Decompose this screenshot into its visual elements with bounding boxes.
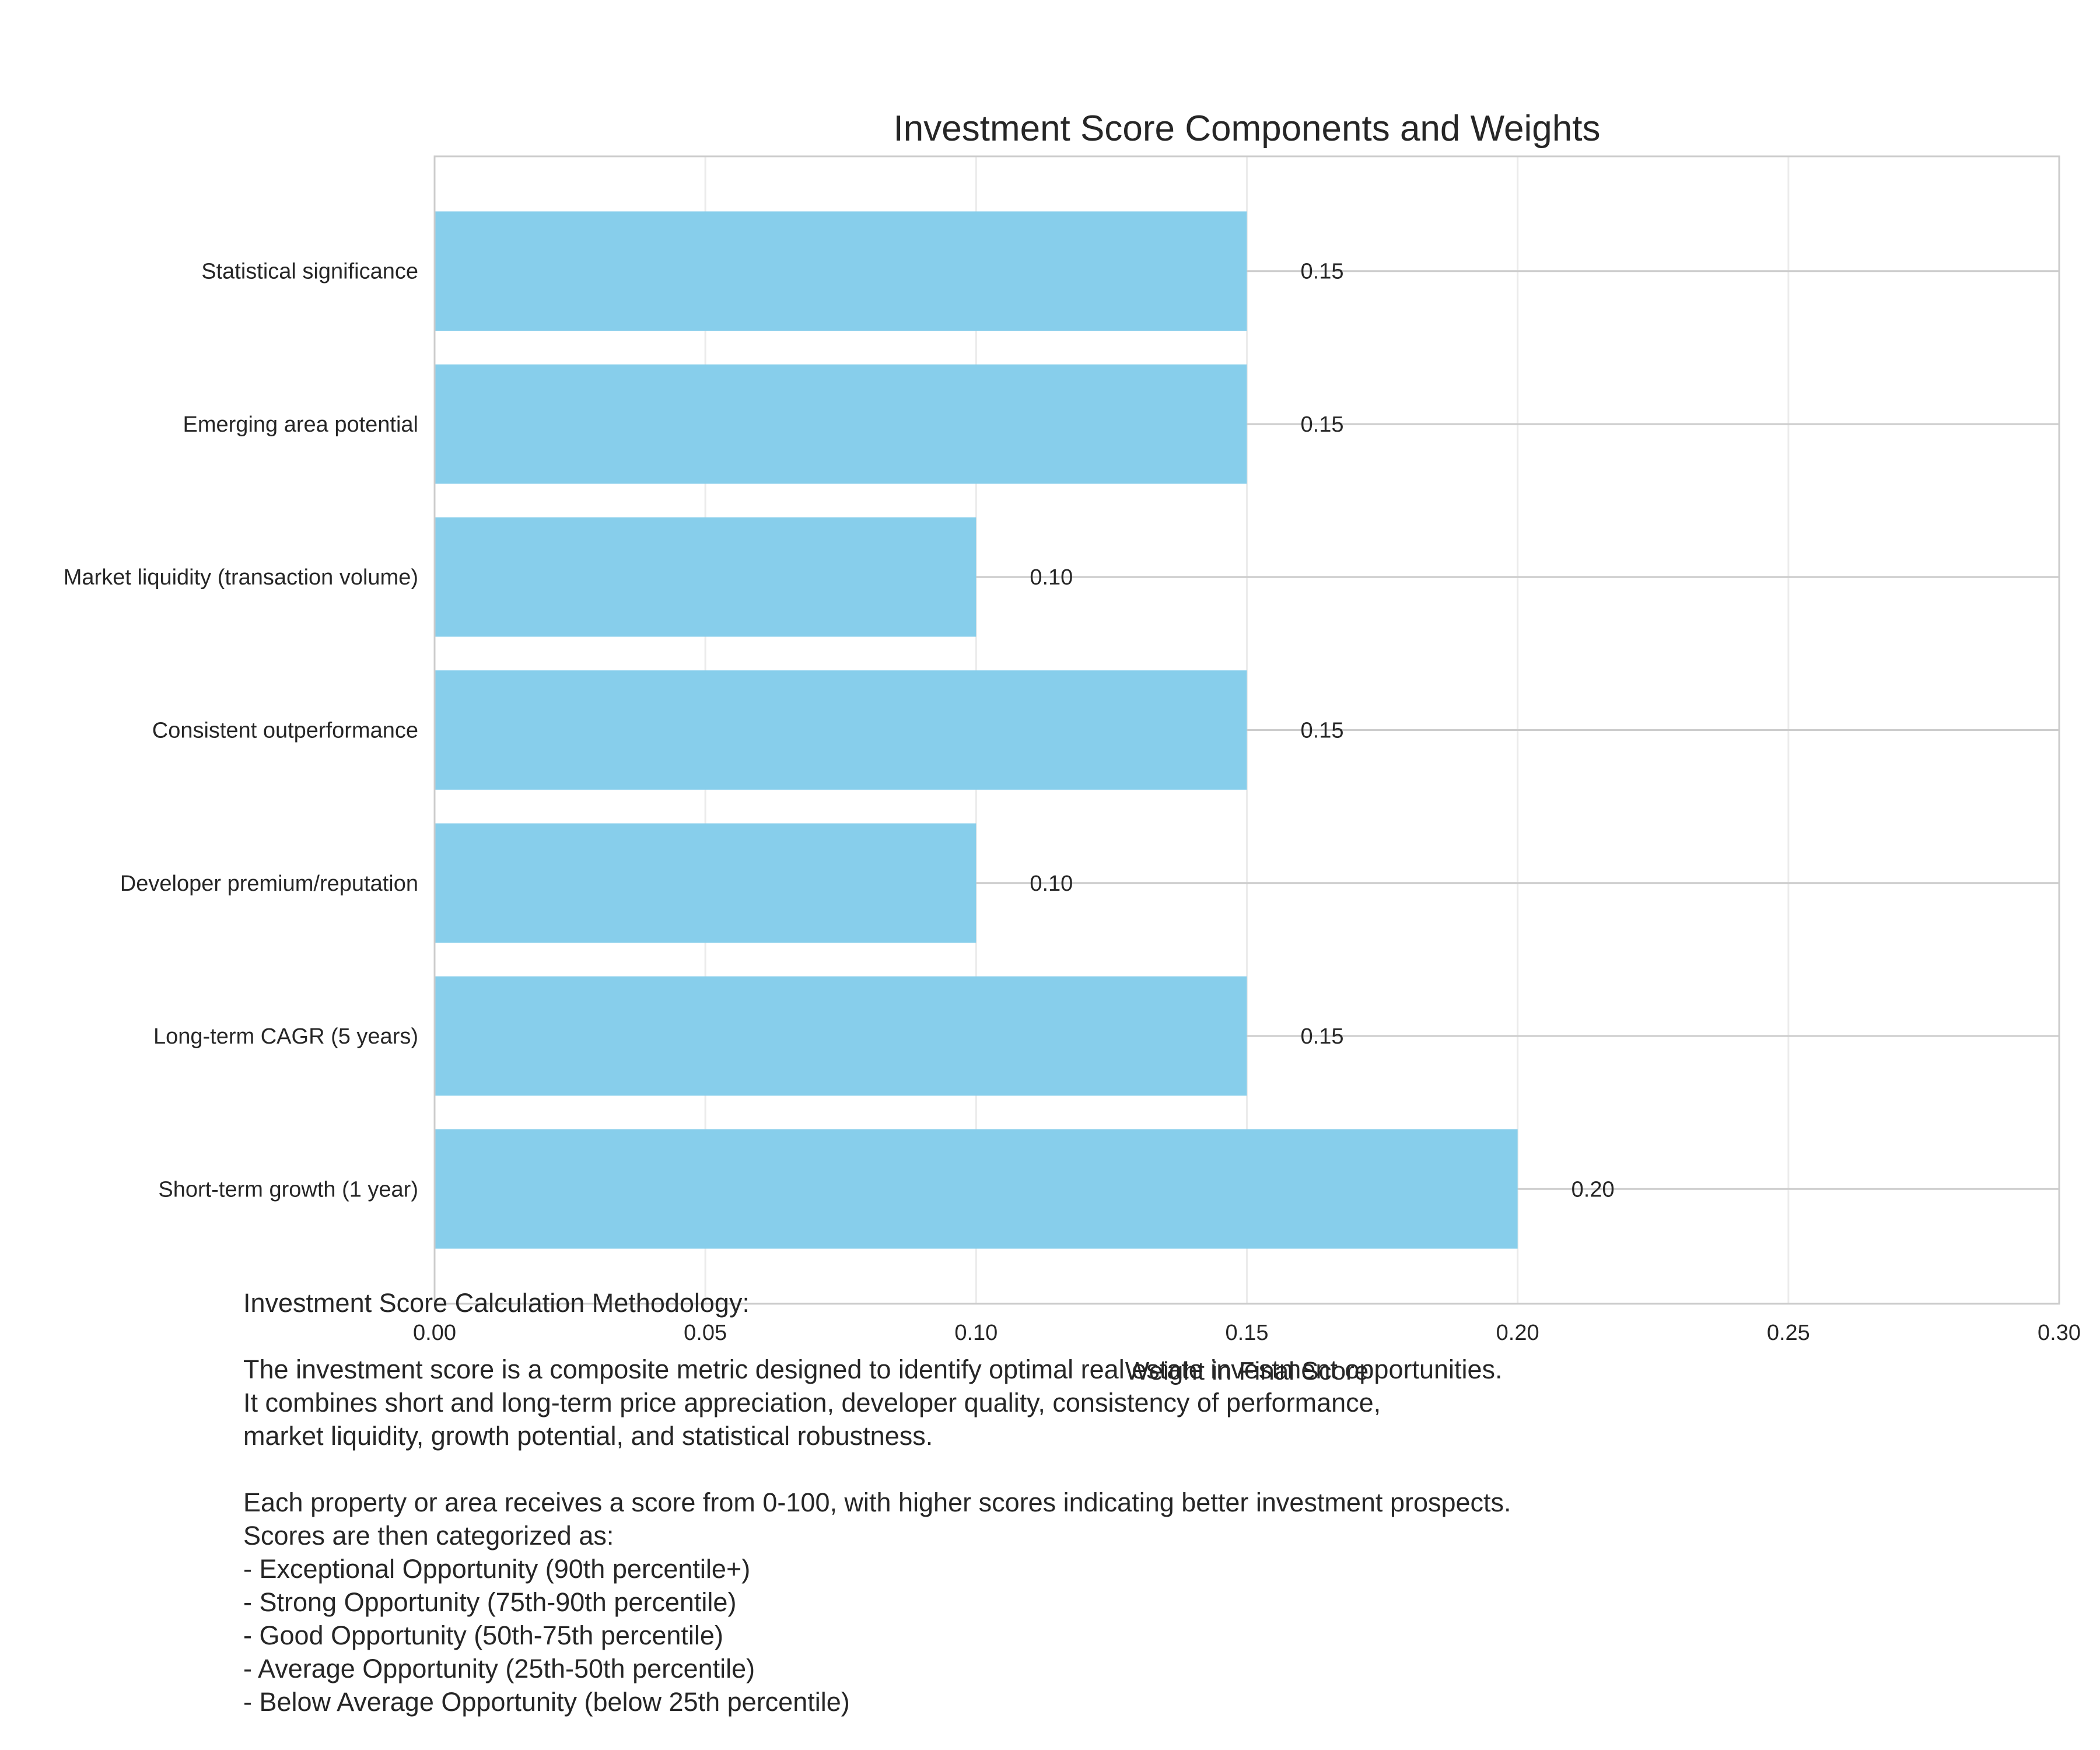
x-tick-label: 0.00 [413,1321,456,1345]
bar [435,517,977,637]
x-tick-label: 0.05 [684,1321,727,1345]
category-item: - Exceptional Opportunity (90th percenti… [243,1554,751,1584]
y-tick-label: Emerging area potential [183,412,418,437]
x-tick-label: 0.20 [1496,1321,1539,1345]
note-spacer [243,1320,1818,1353]
y-tick-label: Market liquidity (transaction volume) [64,565,418,590]
y-tick-label: Consistent outperformance [152,719,418,743]
x-axis-label: Weight in Final Score [1125,1357,1368,1385]
bar [435,211,1247,331]
data-label: 0.15 [1301,260,1344,284]
data-label: 0.15 [1301,719,1344,743]
y-tick-label: Long-term CAGR (5 years) [153,1024,418,1049]
data-label: 0.15 [1301,412,1344,437]
methodology-line: Each property or area receives a score f… [243,1488,1511,1517]
y-tick-label: Statistical significance [201,260,418,284]
y-tick-label: Developer premium/reputation [120,872,418,896]
bar [435,976,1247,1096]
bar [435,670,1247,790]
methodology-heading: Investment Score Calculation Methodology… [243,1288,750,1318]
data-label: 0.20 [1572,1177,1615,1202]
x-tick-label: 0.25 [1767,1321,1810,1345]
methodology-line: The investment score is a composite metr… [243,1354,1503,1384]
plot-frame [433,155,2060,1305]
x-tick-label: 0.15 [1226,1321,1269,1345]
category-item: - Good Opportunity (50th-75th percentile… [243,1620,723,1650]
bar [435,823,977,943]
x-tick-label: 0.10 [954,1321,998,1345]
data-label: 0.15 [1301,1024,1344,1049]
methodology-line: It combines short and long-term price ap… [243,1388,1381,1418]
methodology-line: Scores are then categorized as: [243,1521,614,1550]
methodology-line: market liquidity, growth potential, and … [243,1421,933,1451]
category-item: - Average Opportunity (25th-50th percent… [243,1654,755,1684]
bar [435,1129,1518,1249]
note-spacer [243,1452,1818,1486]
chart-title: Investment Score Components and Weights [894,108,1601,149]
methodology-note: Investment Score Calculation Methodology… [243,1286,1818,1718]
bars [435,211,1518,1249]
data-label: 0.10 [1030,872,1073,896]
labels: 0.00 0.05 0.10 0.15 0.20 0.25 0.30 0.20 Short-te… [64,260,2081,1345]
category-item: - Strong Opportunity (75th-90th percenti… [243,1587,737,1617]
data-label: 0.10 [1030,565,1073,590]
y-tick-label: Short-term growth (1 year) [158,1177,418,1202]
x-tick-label: 0.30 [2038,1321,2081,1345]
category-item: - Below Average Opportunity (below 25th … [243,1687,850,1717]
bar [435,364,1247,484]
